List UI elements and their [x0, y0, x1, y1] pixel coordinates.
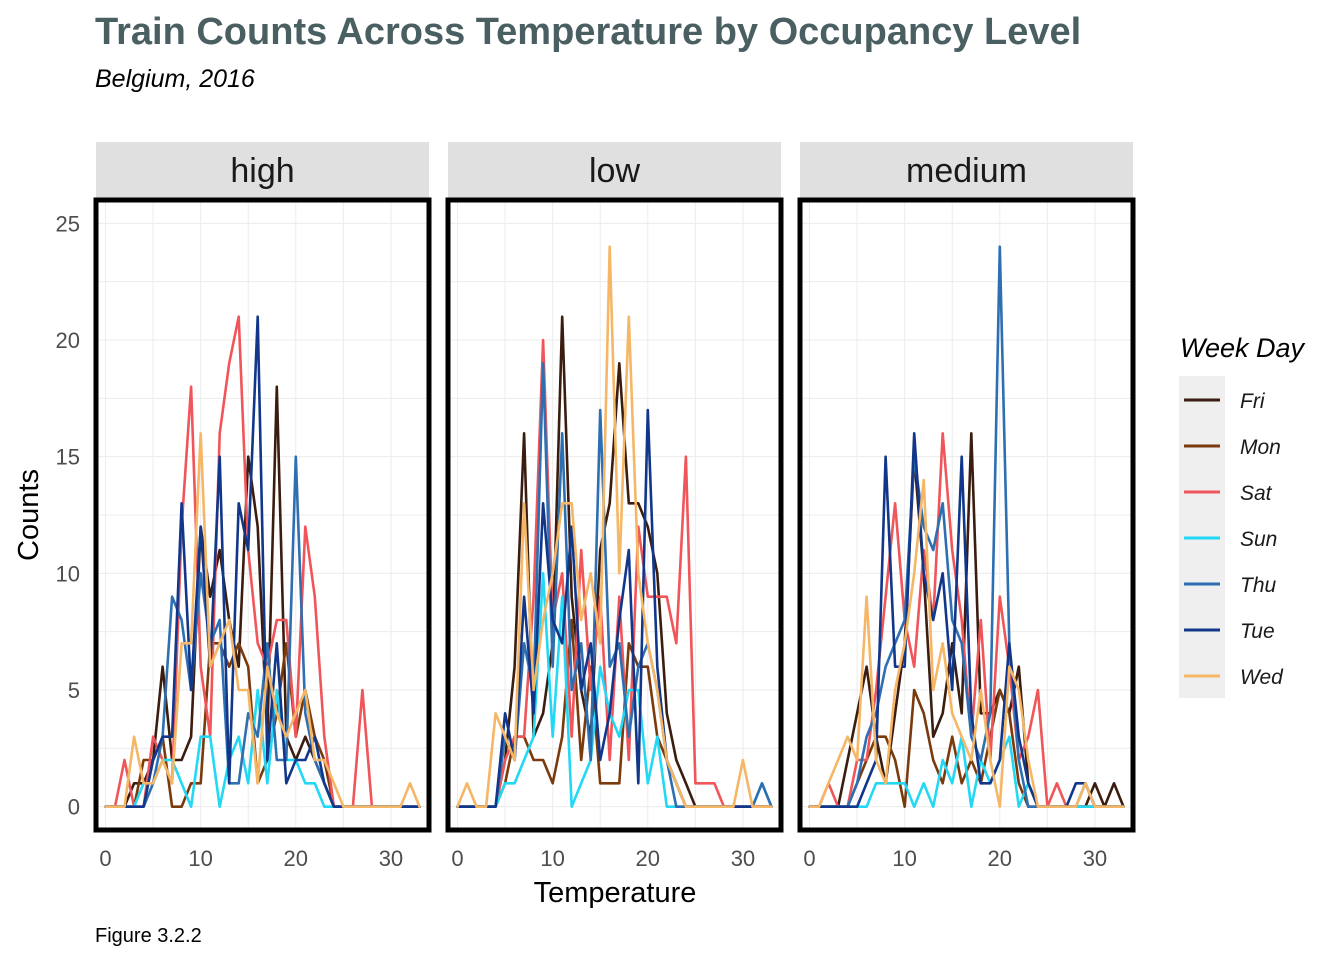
figure-caption: Figure 3.2.2 [95, 925, 202, 947]
x-tick-label: 0 [451, 846, 463, 871]
legend-label-sun: Sun [1240, 528, 1277, 551]
legend-label-tue: Tue [1240, 620, 1275, 643]
panel-border [93, 197, 432, 833]
facet-strip-label: medium [906, 152, 1027, 190]
chart-subtitle: Belgium, 2016 [95, 65, 255, 93]
legend: Week Day Fri Mon Sat Sun Thu Tue Wed [1179, 333, 1306, 698]
y-tick-label: 15 [56, 445, 80, 470]
series-line-tue [808, 431, 1125, 809]
series-line-wed [104, 431, 421, 809]
legend-title: Week Day [1180, 333, 1306, 363]
x-tick-label: 10 [188, 846, 212, 871]
y-tick-label: 25 [56, 211, 80, 236]
y-tick-label: 0 [68, 795, 80, 820]
x-tick-label: 20 [988, 846, 1012, 871]
x-tick-label: 20 [284, 846, 308, 871]
panel-border [797, 197, 1136, 833]
x-tick-label: 0 [803, 846, 815, 871]
x-tick-label: 30 [379, 846, 403, 871]
y-tick-label: 20 [56, 328, 80, 353]
legend-label-fri: Fri [1240, 390, 1266, 413]
legend-items: Fri Mon Sat Sun Thu Tue Wed [1184, 390, 1284, 689]
x-axis-title: Temperature [534, 877, 697, 909]
panel-border [445, 197, 784, 833]
series-line-wed [808, 478, 1125, 809]
y-tick-label: 5 [68, 678, 80, 703]
legend-label-thu: Thu [1240, 574, 1277, 597]
x-tick-label: 10 [892, 846, 916, 871]
x-tick-label: 30 [731, 846, 755, 871]
x-tick-label: 10 [540, 846, 564, 871]
facet-panel-high: high 0 10 20 30 [93, 142, 432, 871]
facet-panel-medium: medium 0 10 20 30 [797, 142, 1136, 871]
series-line-wed [456, 245, 773, 809]
facet-strip-background [800, 142, 1133, 198]
x-tick-label: 30 [1083, 846, 1107, 871]
x-tick-label: 0 [99, 846, 111, 871]
y-tick-label: 10 [56, 561, 80, 586]
legend-label-mon: Mon [1240, 436, 1281, 459]
chart-title: Train Counts Across Temperature by Occup… [95, 11, 1081, 53]
facet-strip-label: low [589, 152, 640, 190]
x-tick-label: 20 [636, 846, 660, 871]
legend-label-sat: Sat [1240, 482, 1273, 505]
facet-strip-label: high [230, 152, 294, 190]
facet-strip-background [448, 142, 781, 198]
facet-panel-low: low 0 10 20 30 [445, 142, 784, 871]
legend-label-wed: Wed [1240, 666, 1284, 689]
facet-panels: high 0 10 20 30 low 0 10 20 30 medium 0 10 20 30 0 5 10 15… [56, 142, 1136, 871]
y-axis-title: Counts [13, 469, 45, 561]
facet-strip-background [96, 142, 429, 198]
